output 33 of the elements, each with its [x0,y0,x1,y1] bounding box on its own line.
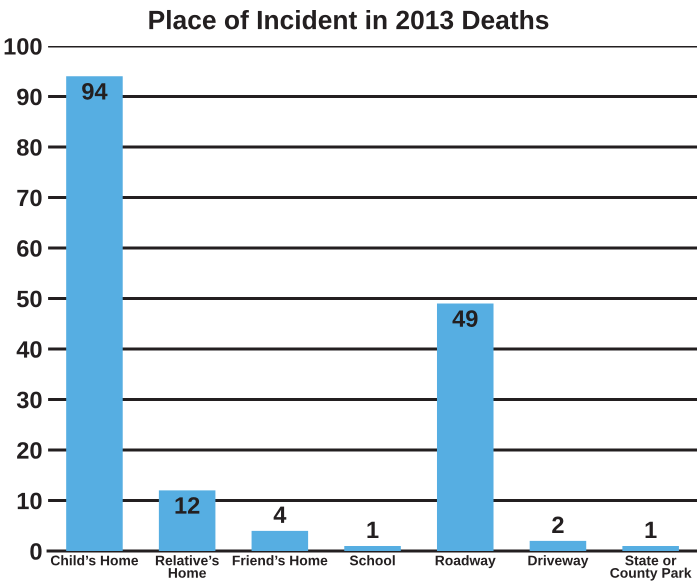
x-tick-label: Roadway [436,555,496,568]
data-label: 4 [274,506,286,523]
bar [530,540,586,552]
y-tick-label: 10 [18,492,42,510]
x-tick-label: Relative’s Home [156,555,219,578]
x-tick-label: Friend’s Home [232,555,328,566]
x-tick-label: Driveway [528,555,588,568]
y-tick-label: 70 [17,190,42,206]
y-tick-label: 30 [16,392,42,408]
y-tick-label: 60 [17,240,42,257]
y-tick-label: 90 [17,88,42,106]
y-tick-label: 80 [17,139,42,156]
bar [344,546,401,552]
data-label: 12 [176,497,200,514]
x-tick-label: School [350,555,395,566]
chart-title: Place of Incident in 2013 Deaths [149,10,548,30]
data-label: 94 [82,82,108,100]
x-tick-label: State or County Park [610,556,692,581]
data-label: 2 [552,516,564,533]
bar [436,304,494,552]
bar [252,530,308,552]
data-label: 1 [646,522,657,538]
y-tick-label: 100 [4,38,42,55]
x-tick-label: Child’s Home [50,555,138,566]
y-tick-label: 40 [16,341,42,358]
y-tick-label: 50 [17,290,42,308]
bar [622,546,679,552]
bar [66,76,123,552]
y-tick-label: 20 [17,442,42,459]
y-tick-label: 0 [30,543,42,560]
data-label: 1 [367,522,378,538]
data-label: 49 [452,310,478,327]
bar [158,490,216,552]
